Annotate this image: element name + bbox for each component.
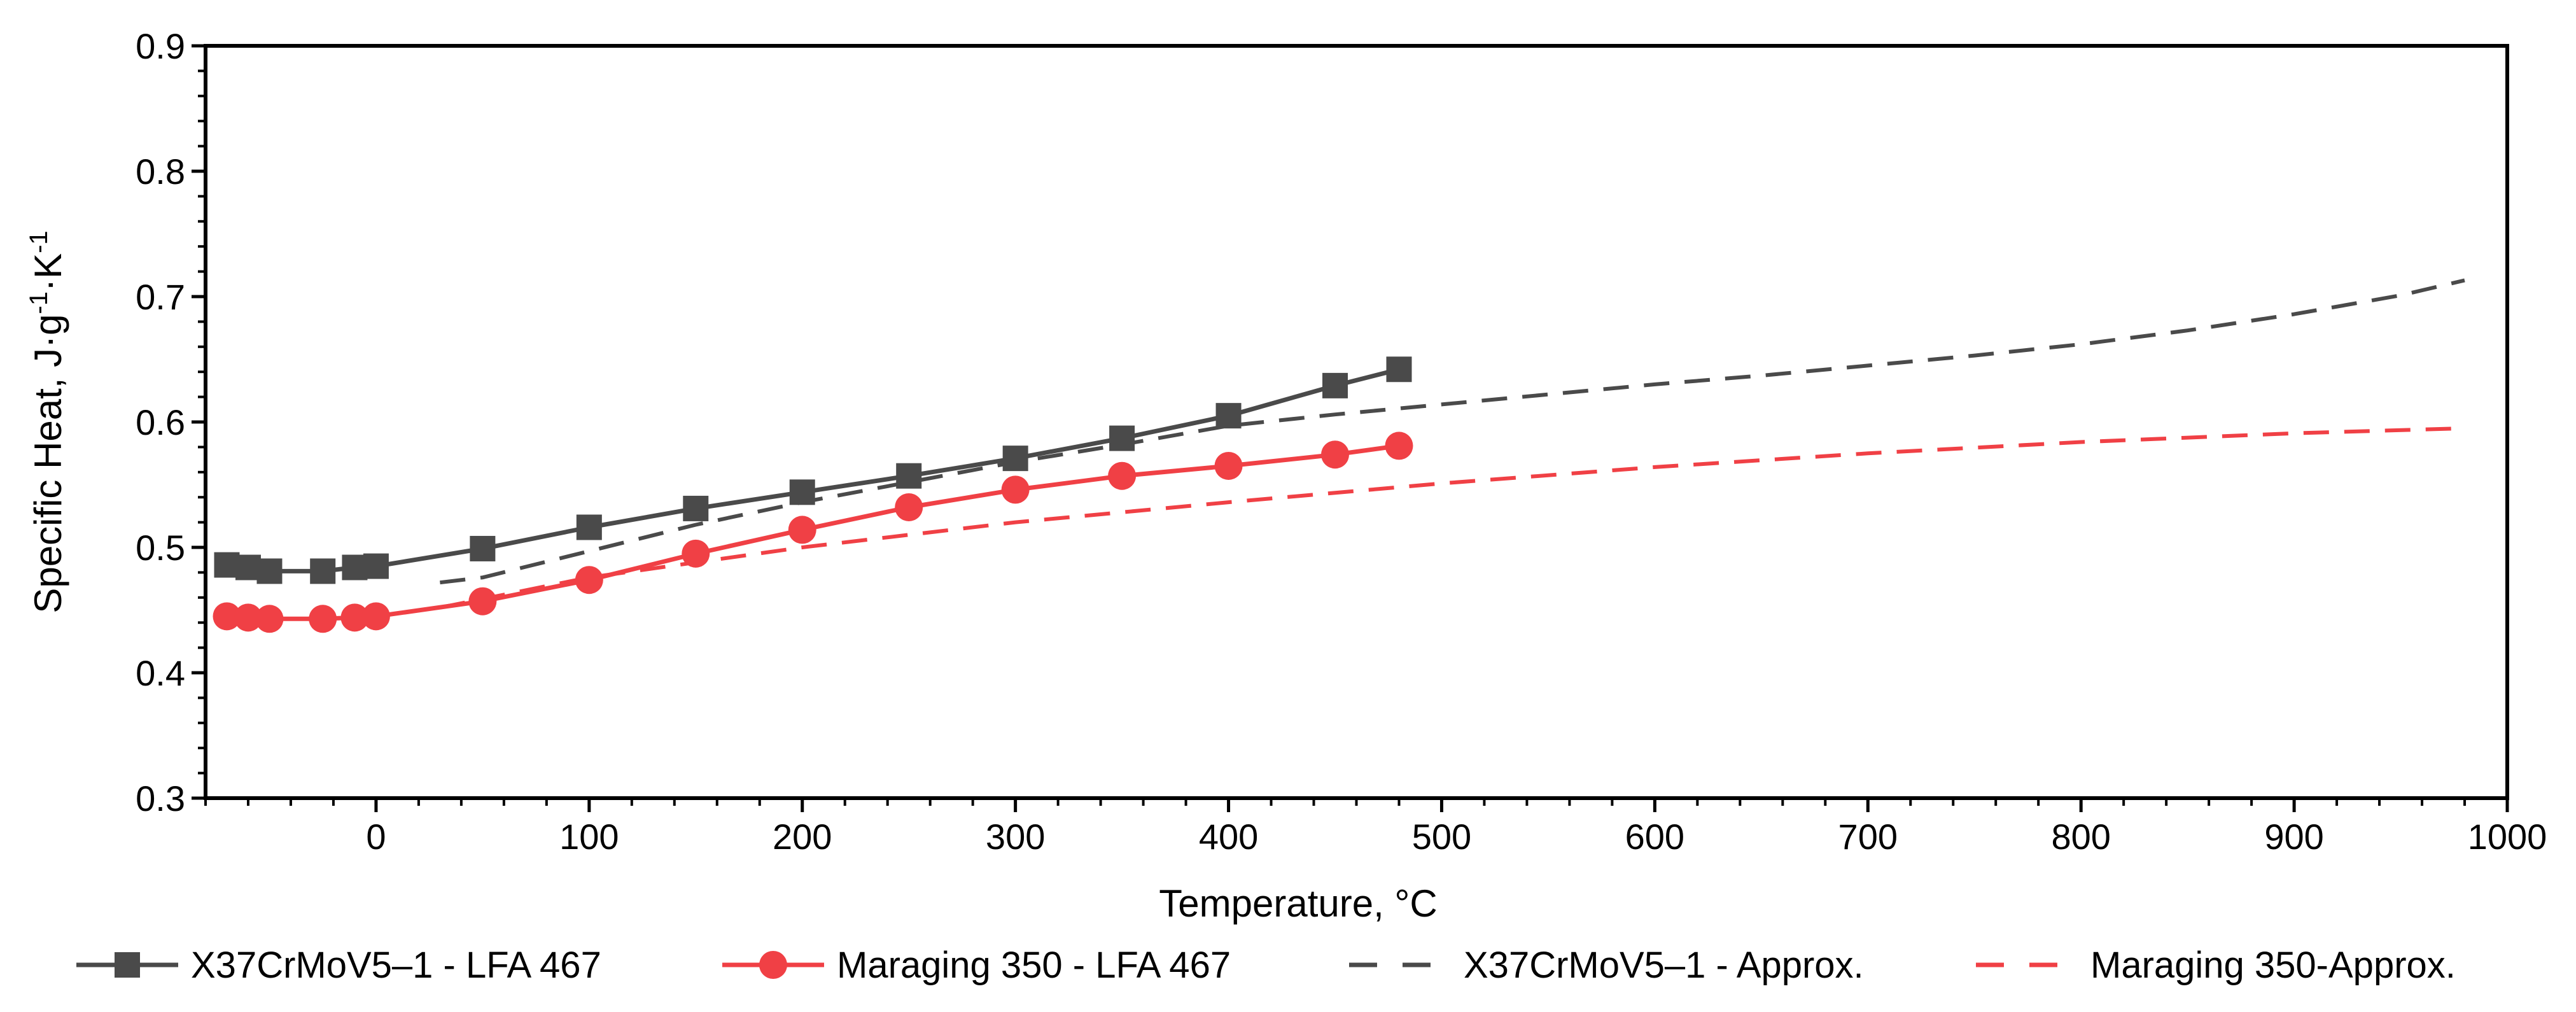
data-point: [789, 479, 815, 505]
y-tick-label: 0.8: [136, 151, 185, 192]
data-point: [340, 603, 369, 632]
data-point: [788, 516, 816, 544]
x-tick-label: 1000: [2468, 817, 2547, 857]
data-point: [470, 535, 496, 561]
x-tick-label: 200: [773, 817, 832, 857]
y-axis-title-sup2: -1: [25, 230, 53, 253]
data-point: [1108, 461, 1137, 490]
legend-item-2: X37CrMoV5–1 - Approx.: [1349, 945, 1864, 986]
series-1: [213, 432, 1413, 633]
x-tick-label: 700: [1838, 817, 1898, 857]
legend-marker-square: [115, 952, 140, 978]
data-point: [1321, 440, 1350, 469]
x-tick-label: 800: [2051, 817, 2110, 857]
data-point: [310, 558, 336, 584]
y-axis-ticks: 0.3 0.4 0.5 0.6 0.7 0.8 0.9: [136, 26, 206, 819]
data-point: [683, 495, 709, 521]
y-axis-title-base: Specific Heat, J·g: [27, 314, 69, 613]
y-tick-label: 0.9: [136, 26, 185, 66]
series-line: [440, 278, 2465, 585]
x-tick-label: 900: [2264, 817, 2323, 857]
data-point: [213, 602, 241, 631]
data-point: [234, 603, 262, 632]
legend-label: Maraging 350 - LFA 467: [837, 945, 1231, 986]
data-point: [896, 463, 922, 489]
y-tick-label: 0.3: [136, 778, 185, 819]
legend-marker-circle: [759, 951, 787, 979]
y-axis-title-mid: ·K: [27, 253, 69, 292]
data-point: [214, 552, 240, 578]
legend: X37CrMoV5–1 - LFA 467 Maraging 350 - LFA …: [76, 945, 2456, 986]
legend-label: Maraging 350-Approx.: [2090, 945, 2456, 986]
y-axis-title-sup1: -1: [25, 292, 53, 314]
x-tick-label: 0: [366, 817, 386, 857]
data-point: [255, 605, 284, 633]
data-point: [361, 602, 390, 631]
y-tick-label: 0.6: [136, 402, 185, 442]
data-point: [1385, 432, 1413, 460]
x-tick-label: 300: [986, 817, 1045, 857]
legend-item-0: X37CrMoV5–1 - LFA 467: [76, 945, 601, 986]
series-line: [227, 443, 1399, 621]
series-line: [439, 426, 2465, 610]
y-tick-label: 0.4: [136, 653, 185, 693]
data-point: [682, 539, 710, 568]
data-point: [256, 558, 283, 584]
data-point: [1002, 446, 1028, 472]
data-point: [576, 514, 602, 540]
series-layer: [213, 278, 2465, 633]
legend-label: X37CrMoV5–1 - Approx.: [1464, 945, 1864, 986]
series-line: [227, 367, 1400, 573]
data-point: [309, 605, 337, 633]
series-0: [214, 356, 1412, 584]
x-tick-label: 100: [559, 817, 619, 857]
x-tick-label: 600: [1625, 817, 1684, 857]
data-point: [1109, 425, 1135, 451]
data-point: [235, 554, 261, 580]
data-point: [1001, 475, 1030, 504]
plot-frame: [204, 44, 2509, 800]
series-3: [439, 426, 2465, 610]
data-point: [895, 493, 923, 521]
data-point: [1322, 372, 1348, 398]
series-2: [440, 278, 2465, 585]
x-tick-label: 400: [1199, 817, 1258, 857]
data-point: [1215, 403, 1242, 429]
x-tick-label: 500: [1412, 817, 1471, 857]
y-tick-label: 0.7: [136, 277, 185, 317]
x-axis-ticks: 0 100 200 300 400 500 600 700 800 900 1000: [204, 798, 2547, 857]
data-point: [342, 554, 368, 580]
data-point: [363, 553, 389, 579]
legend-item-3: Maraging 350-Approx.: [1976, 945, 2456, 986]
x-axis-title: Temperature, °C: [1159, 882, 1438, 925]
data-point: [468, 587, 497, 615]
data-point: [1214, 451, 1243, 480]
legend-label: X37CrMoV5–1 - LFA 467: [191, 945, 601, 986]
y-axis-title: Specific Heat, J·g-1·K-1: [25, 230, 69, 613]
legend-item-1: Maraging 350 - LFA 467: [722, 945, 1231, 986]
y-tick-label: 0.5: [136, 528, 185, 568]
data-point: [575, 566, 603, 594]
data-point: [1386, 356, 1412, 383]
